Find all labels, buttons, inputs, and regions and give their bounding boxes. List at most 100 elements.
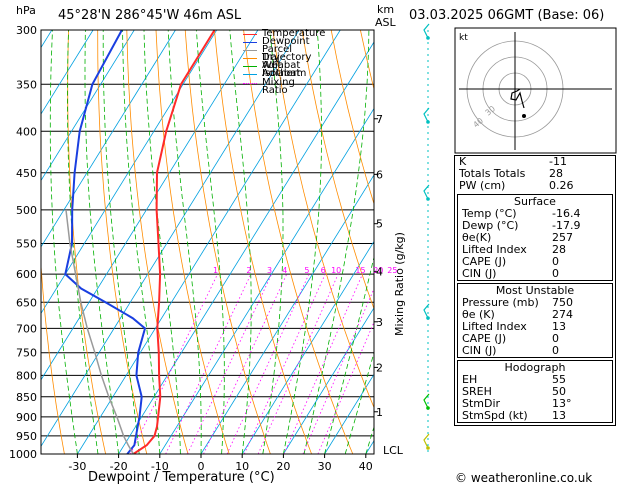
wet-adiabat-line	[84, 30, 119, 454]
wet-adiabat-line	[67, 30, 99, 454]
pressure-tick-label: 750	[16, 347, 37, 360]
x-tick-label: -10	[151, 460, 169, 473]
mixing-ratio-line	[203, 273, 288, 454]
mixing-ratio-line	[283, 273, 363, 454]
series-temperature	[132, 30, 216, 454]
km-tick-label: 5	[376, 218, 383, 231]
table-row: SREH 50	[458, 386, 612, 398]
x-tick-label: 30	[318, 460, 332, 473]
profile-lines	[64, 30, 216, 454]
mixing-ratio-line	[165, 273, 252, 454]
row-value: 55	[552, 373, 566, 386]
lcl-label: LCL	[383, 444, 403, 457]
row-value: 274	[552, 308, 573, 321]
wet-adiabat-line	[283, 30, 322, 454]
row-value: 0.26	[549, 179, 574, 192]
series-dewpoint	[64, 30, 147, 454]
isotherm-line	[41, 30, 300, 448]
asl-unit-label: ASL	[375, 16, 396, 29]
date-label: 03.03.2025 06GMT (Base: 06)	[409, 8, 605, 23]
wind-barb	[423, 303, 430, 319]
isotherm-line	[118, 41, 374, 454]
pressure-tick-label: 500	[16, 204, 37, 217]
hodograph-title: Hodograph	[504, 361, 566, 374]
table-row: Dewp (°C) -17.9	[458, 220, 612, 232]
pressure-tick-label: 800	[16, 369, 37, 382]
axis-ticks: 3003504004505005506006507007508008509009…	[9, 24, 397, 473]
background-lines	[0, 30, 629, 454]
isotherm-line	[324, 373, 374, 454]
row-key: Totals Totals	[459, 167, 526, 180]
row-value: -16.4	[552, 207, 581, 220]
table-row: StmSpd (kt) 13	[458, 410, 612, 422]
row-value: 28	[552, 243, 566, 256]
row-key: Dewp (°C)	[462, 219, 519, 232]
x-tick-label: 0	[198, 460, 205, 473]
surface-title: Surface	[514, 195, 556, 208]
most-unstable-section: Most Unstable Pressure (mb) 750 θe (K) 274 L…	[457, 283, 613, 358]
mixing-ratio-label: 10	[331, 266, 341, 275]
pressure-tick-label: 650	[16, 296, 37, 309]
legend-swatch	[243, 34, 257, 35]
pressure-tick-label: 600	[16, 268, 37, 281]
legend-label: Dewpoint	[262, 36, 310, 48]
dry-adiabat-line	[214, 30, 312, 454]
row-key: EH	[462, 373, 478, 386]
row-key: θe (K)	[462, 308, 495, 321]
wind-barb-dot	[426, 197, 430, 201]
dry-adiabat-line	[301, 30, 374, 310]
isotherm-line	[283, 307, 374, 454]
pressure-tick-label: 850	[16, 391, 37, 404]
isotherm-line	[0, 30, 11, 454]
legend-swatch	[243, 42, 257, 44]
wind-barb	[423, 393, 430, 409]
mixing-ratio-label: 20	[373, 266, 383, 275]
mixing-ratio-line	[226, 273, 310, 454]
wind-barb	[423, 433, 430, 449]
x-tick-label: 10	[235, 460, 249, 473]
row-key: Temp (°C)	[462, 207, 517, 220]
km-tick-label: 6	[376, 168, 383, 181]
table-row: CIN (J) 0	[458, 268, 612, 280]
wet-adiabat-line	[122, 30, 161, 454]
plot-frame	[40, 29, 375, 455]
wind-barb-dot	[426, 36, 430, 40]
row-value: 28	[549, 167, 563, 180]
pressure-tick-label: 350	[16, 78, 37, 91]
row-value: 13	[552, 409, 566, 422]
wind-barbs	[423, 23, 430, 454]
series-parcel-trajectory	[65, 209, 135, 454]
mixing-ratio-line	[257, 273, 339, 454]
row-key: θe(K)	[462, 231, 492, 244]
dry-adiabat-line	[243, 30, 354, 454]
mixing-ratio-line	[302, 287, 374, 454]
isotherm-line	[77, 30, 341, 454]
dry-adiabat-line	[623, 30, 629, 454]
wet-adiabat-line	[167, 30, 202, 454]
pressure-tick-label: 900	[16, 411, 37, 424]
row-key: CIN (J)	[462, 267, 497, 280]
isotherm-line	[200, 174, 374, 454]
row-key: CIN (J)	[462, 344, 497, 357]
legend-swatch	[243, 74, 257, 76]
isotherm-line	[41, 30, 94, 115]
legend-label: Dry Adiabat	[262, 52, 301, 72]
row-value: 750	[552, 296, 573, 309]
mixing-ratio-label: 2	[246, 266, 251, 275]
pressure-tick-label: 300	[16, 24, 37, 37]
mixing-ratio-line	[130, 273, 218, 454]
dry-adiabat-line	[330, 30, 374, 206]
mixing-ratio-axis-label: Mixing Ratio (g/kg)	[393, 232, 406, 336]
x-tick-label: -20	[110, 460, 128, 473]
hodograph-frame	[454, 27, 617, 154]
row-value: 257	[552, 231, 573, 244]
pressure-tick-label: 700	[16, 322, 37, 335]
table-row: Totals Totals 28	[455, 168, 615, 180]
x-tick-label: -30	[68, 460, 86, 473]
row-value: 0	[552, 332, 559, 345]
km-tick-label: 4	[376, 266, 383, 279]
wind-barb-dot	[426, 120, 430, 124]
pressure-tick-label: 1000	[9, 448, 37, 461]
dry-adiabat-line	[126, 30, 189, 454]
mixing-ratio-line	[187, 273, 272, 454]
